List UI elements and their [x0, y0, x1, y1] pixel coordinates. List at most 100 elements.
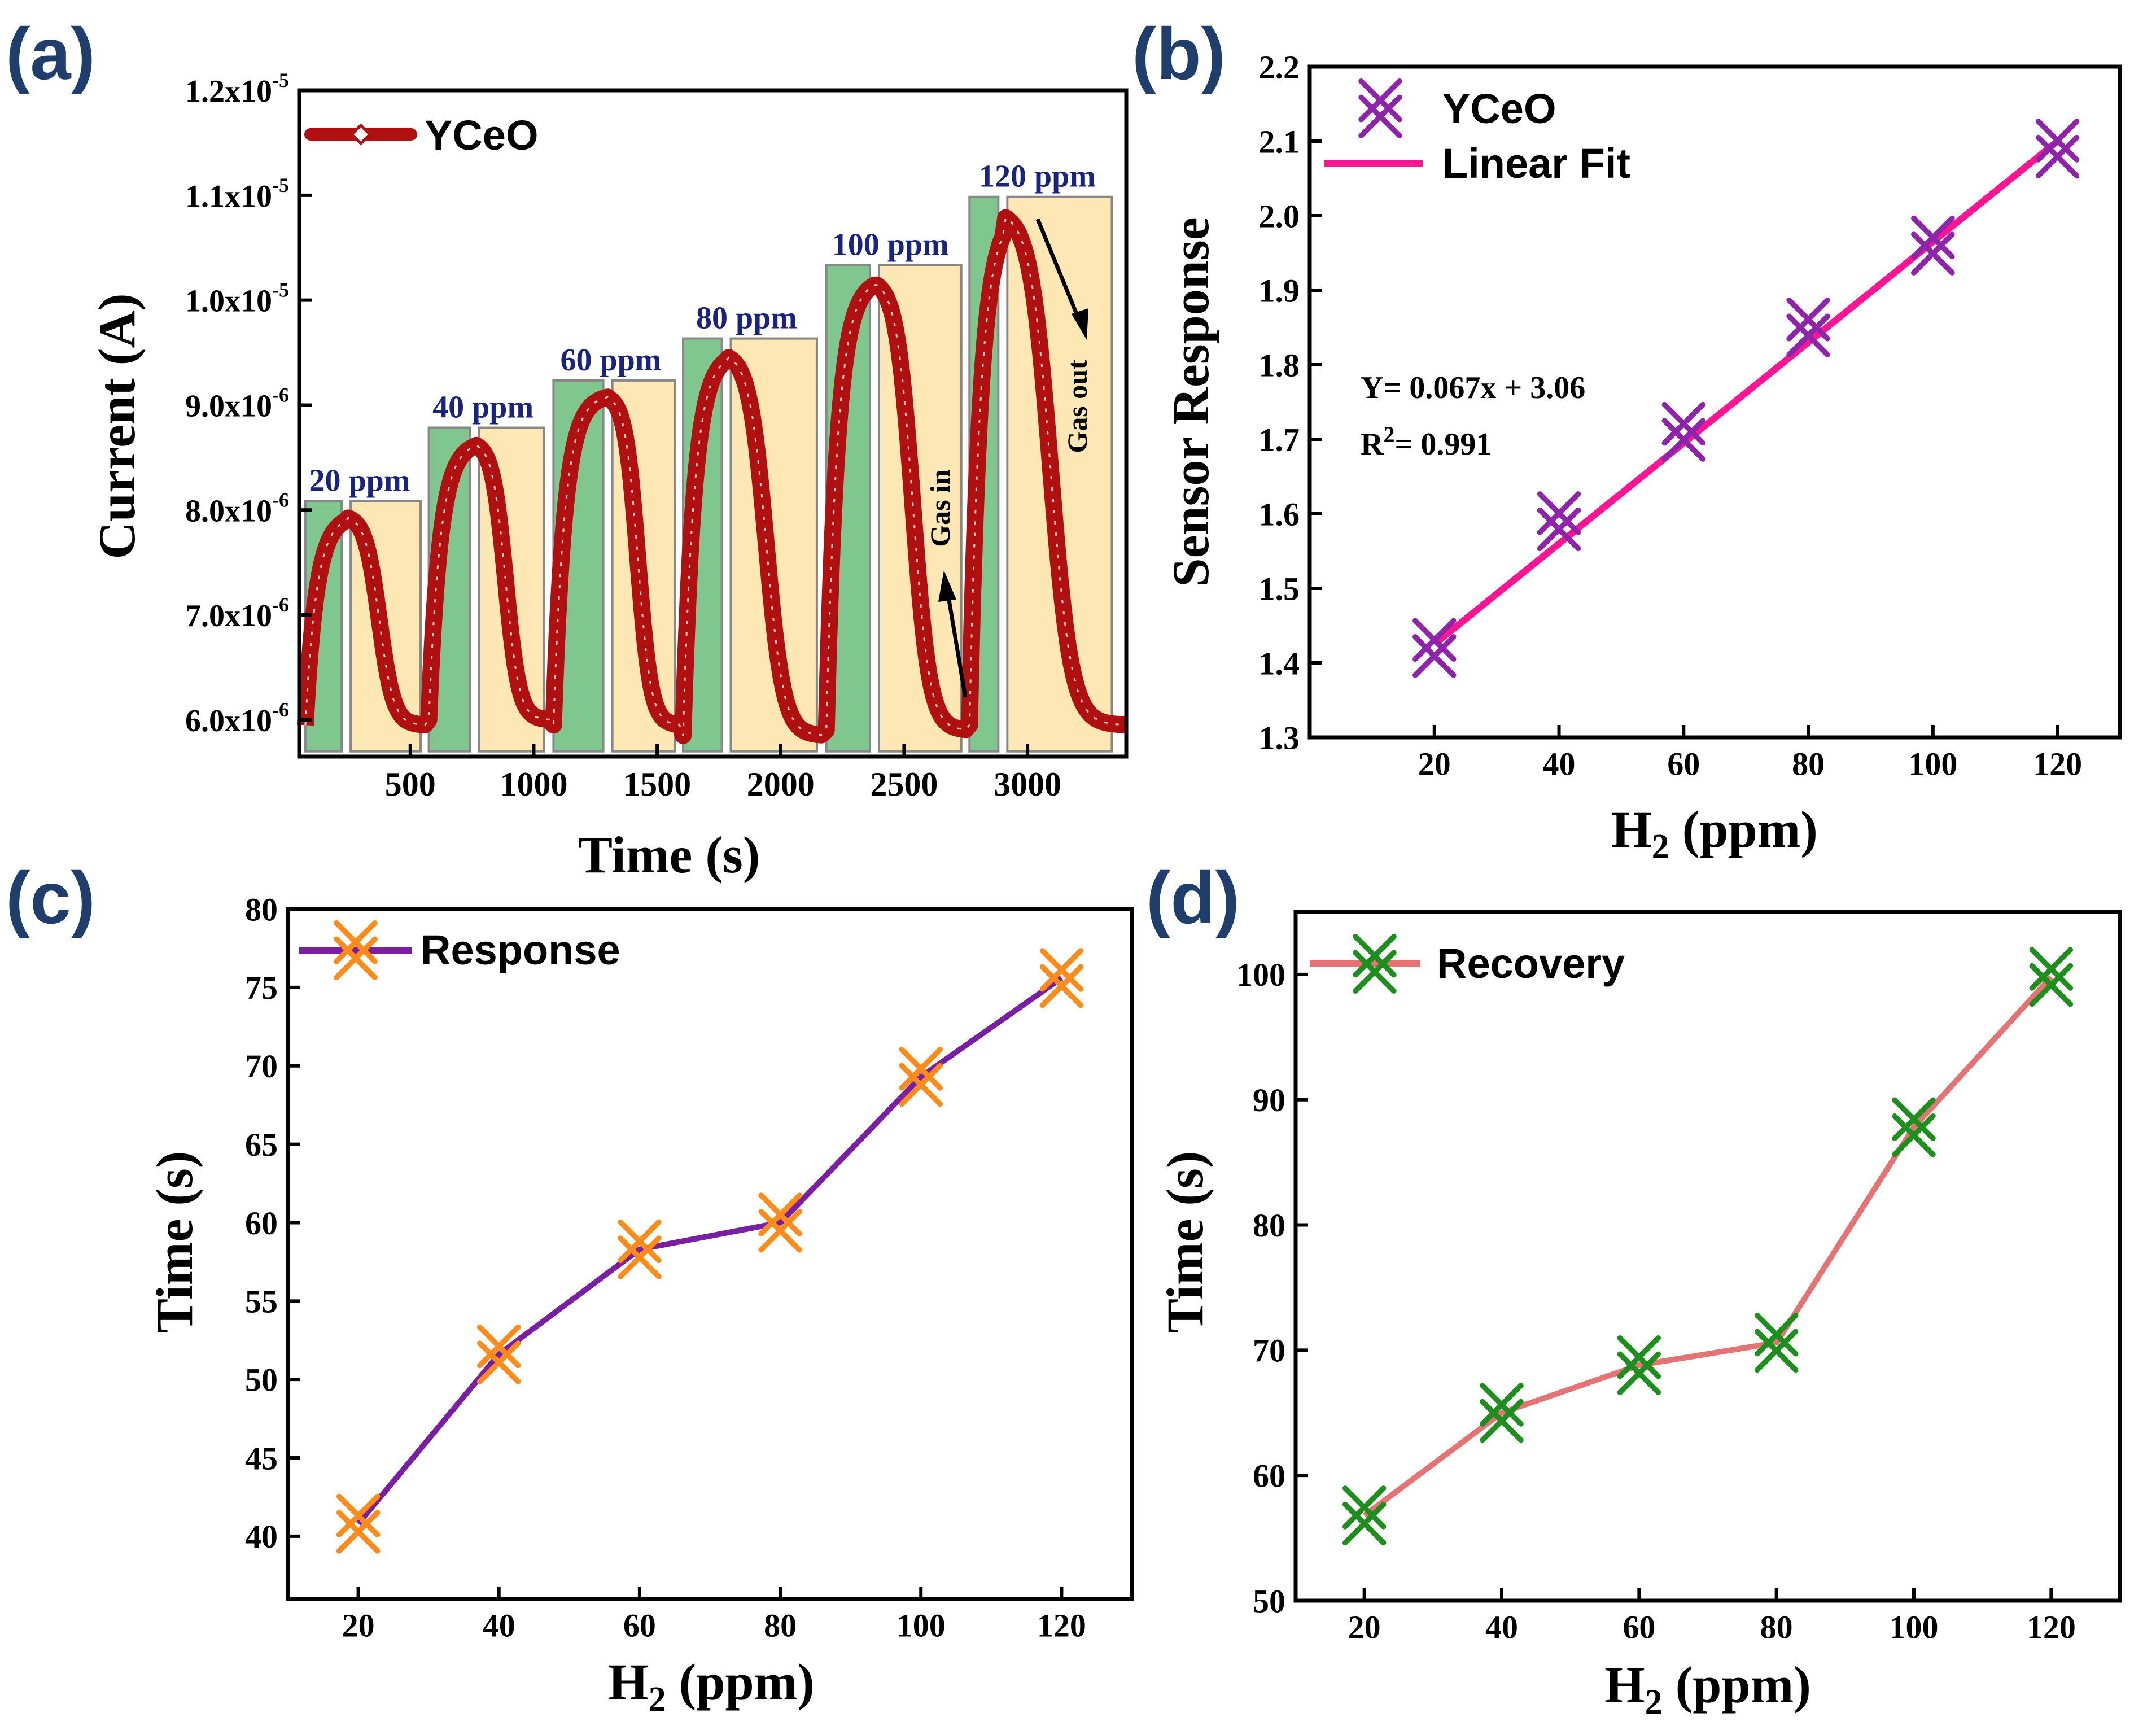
panel-a-x-ticks: 500 1000 1500 2000 2500 3000 [385, 744, 1061, 803]
panel-a-x-tick-label: 1500 [623, 766, 691, 803]
response-point-stroke [2035, 134, 2080, 179]
panel-b-x-tick-label: 80 [1792, 746, 1825, 783]
c-point-stroke [476, 1324, 521, 1369]
tick-exponent: -5 [272, 279, 289, 301]
tick-exponent: -5 [272, 174, 289, 196]
panel-b-x-tick-label: 40 [1543, 746, 1576, 783]
panel-d-legend-label: Recovery [1437, 940, 1625, 987]
tick-exponent: -6 [272, 488, 289, 511]
panel-b-x-tick-label: 60 [1667, 746, 1700, 783]
d-series-line [1362, 975, 2053, 1518]
panel-b-letter: (b) [1132, 12, 1226, 95]
tick-mantissa: 7.0x10 [185, 598, 272, 633]
panel-b-y-tick-label: 2.0 [1259, 198, 1300, 234]
panel-b-x-tick-label: 120 [2033, 746, 2082, 783]
d-y-tick-label: 70 [1253, 1332, 1285, 1369]
panel-a-x-tick-label: 1000 [500, 766, 567, 803]
panel-c-x-title-main: H [608, 1653, 649, 1711]
panel-b-x-tick-label: 100 [1908, 746, 1957, 783]
c-point-stroke [618, 1219, 662, 1264]
panel-a-legend-label: YCeO [425, 112, 539, 159]
c-y-tick-label: 65 [245, 1126, 278, 1163]
c-x-tick-label: 20 [342, 1607, 375, 1644]
d-point-stroke [1892, 1097, 1936, 1142]
d-point-stroke [1617, 1351, 1661, 1396]
panel-d-x-title-sub: 2 [1645, 1683, 1663, 1721]
panel-d-x-ticks: 20 40 60 80 100 120 [1348, 1588, 2076, 1646]
d-point [1480, 1383, 1524, 1443]
panel-a-y-tick-label: 7.0x10-6 [185, 593, 289, 633]
panel-d-line [1362, 975, 2053, 1518]
c-y-tick-label: 55 [245, 1283, 278, 1320]
panel-c-x-axis-title: H2 (ppm) [608, 1653, 815, 1719]
c-y-tick-label: 75 [245, 969, 278, 1006]
gas-in-arrowhead [938, 570, 956, 602]
panel-d-legend: Recovery [1310, 933, 1625, 994]
tick-exponent: -6 [272, 698, 289, 721]
ppm-label: 20 ppm [309, 464, 410, 499]
d-point [1754, 1313, 1799, 1373]
panel-b-x-title-rest: (ppm) [1669, 801, 1818, 858]
panel-a-series [296, 209, 1127, 744]
panel-b-y-tick-label: 1.3 [1259, 719, 1300, 756]
panel-c-legend-marker [334, 920, 378, 981]
d-point-stroke [1342, 1485, 1387, 1530]
response-point [1911, 215, 1955, 276]
tick-exponent: -6 [272, 593, 289, 616]
c-point-stroke [336, 1493, 381, 1538]
legend-point-stroke [1358, 94, 1402, 139]
panel-b-x-ticks: 20 40 60 80 100 120 [1418, 725, 2082, 783]
gas-out-arrow [1035, 218, 1082, 322]
panel-b-y-tick-label: 1.4 [1259, 645, 1300, 681]
d-x-tick-label: 120 [2027, 1609, 2076, 1646]
c-x-tick-label: 100 [896, 1607, 946, 1644]
panel-b-y-axis-title: Sensor Response [1162, 217, 1219, 587]
panel-a-y-ticks: 6.0x10-67.0x10-68.0x10-69.0x10-61.0x10-5… [185, 69, 312, 739]
panel-d-frame [1293, 910, 2122, 1603]
c-point [618, 1219, 662, 1279]
panel-d-y-axis-title: Time (s) [1156, 1151, 1214, 1334]
panel-d: (d) 50 60 70 80 90 100 20 40 60 80 100 120 H2 (ppm… [1146, 857, 2122, 1721]
response-point [1661, 401, 1706, 462]
c-y-tick-label: 50 [245, 1361, 278, 1398]
response-point-stroke [2035, 119, 2080, 163]
tick-mantissa: 8.0x10 [185, 493, 272, 528]
d-y-tick-label: 100 [1236, 956, 1285, 993]
panel-a-legend: YCeO [304, 112, 539, 159]
panel-b-points [1412, 119, 2080, 678]
d-x-tick-label: 40 [1485, 1609, 1518, 1646]
panel-b-x-title-sub: 2 [1652, 828, 1669, 866]
c-x-tick-label: 60 [623, 1607, 656, 1644]
d-x-tick-label: 80 [1760, 1609, 1793, 1646]
c-point-stroke [618, 1235, 662, 1279]
response-point-stroke [1786, 297, 1830, 342]
panel-b-frame [1307, 64, 2122, 740]
d-x-tick-label: 60 [1623, 1609, 1655, 1646]
tick-mantissa: 9.0x10 [185, 388, 272, 423]
panel-b-x-tick-label: 20 [1418, 746, 1451, 783]
panel-d-letter: (d) [1146, 857, 1240, 939]
panel-b-x-axis-title: H2 (ppm) [1611, 801, 1818, 866]
c-y-tick-label: 60 [245, 1205, 278, 1242]
panel-b-y-ticks: 1.3 1.4 1.5 1.6 1.7 1.8 1.9 2.0 2.1 2.2 [1259, 49, 1322, 756]
panel-c-x-title-rest: (ppm) [666, 1653, 815, 1711]
panel-b-y-tick-label: 1.8 [1259, 347, 1300, 383]
panel-a-x-tick-label: 3000 [994, 766, 1061, 803]
c-x-tick-label: 40 [483, 1607, 515, 1644]
response-point-stroke [1661, 401, 1706, 446]
panel-c-x-ticks: 20 40 60 80 100 120 [342, 1587, 1086, 1644]
c-point-stroke [476, 1340, 521, 1384]
panel-a-y-tick-label: 1.1x10-5 [185, 174, 289, 214]
panel-b-y-tick-label: 2.1 [1259, 123, 1300, 160]
c-point-stroke [336, 1510, 381, 1554]
response-point-stroke [1911, 215, 1955, 260]
panel-b-y-tick-label: 1.9 [1259, 272, 1300, 309]
c-y-tick-label: 45 [245, 1440, 278, 1476]
c-point [476, 1324, 521, 1384]
current-curve-markers [304, 216, 1127, 736]
d-point-stroke [1754, 1313, 1799, 1357]
panel-a: (a) 6.0x10-67.0x10-68.0x10-69.0x10-61.0x… [6, 12, 1129, 884]
legend-point-stroke [1358, 78, 1402, 123]
c-legend-point [334, 920, 378, 981]
panel-b-equation: Y= 0.067x + 3.06 [1361, 370, 1585, 405]
